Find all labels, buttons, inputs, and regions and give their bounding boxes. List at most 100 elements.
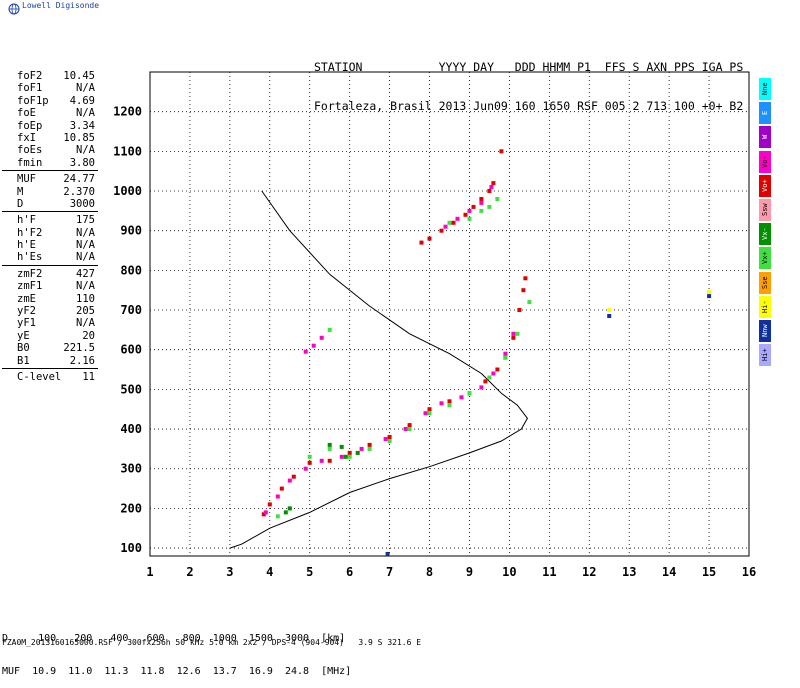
param-row: yE 20 — [0, 330, 100, 342]
echo-point — [387, 435, 392, 439]
y-tick-label: 900 — [120, 224, 142, 238]
legend-item: W — [759, 126, 771, 149]
echo-point — [491, 371, 496, 376]
echo-point — [707, 290, 712, 295]
echo-point — [515, 331, 520, 336]
x-tick-label: 3 — [226, 565, 233, 579]
echo-point — [327, 327, 332, 332]
param-label: foF1 — [17, 82, 43, 95]
echo-point — [275, 494, 280, 499]
y-tick-label: 400 — [120, 422, 142, 436]
param-value: 110 — [76, 292, 95, 305]
param-value: 221.5 — [63, 342, 95, 355]
echo-point — [383, 437, 388, 441]
echo-point — [467, 208, 472, 213]
x-tick-label: 8 — [426, 565, 433, 579]
param-row: foEp 3.34 — [0, 120, 100, 132]
param-separator — [2, 211, 98, 213]
param-label: yF1 — [17, 317, 36, 330]
param-row: foE N/A — [0, 107, 100, 119]
legend-item: Nnw — [759, 320, 771, 342]
echo-point — [407, 427, 412, 431]
parameter-panel: foF2 10.45 foF1 N/A foF1p 4.69 foE N/A foEp 3.34 f… — [0, 70, 100, 383]
echo-point — [263, 510, 268, 515]
legend-item: Vx- — [759, 223, 771, 246]
param-value: 3000 — [69, 197, 95, 210]
echo-point — [503, 351, 508, 356]
param-value: N/A — [76, 226, 95, 239]
echo-point — [471, 204, 476, 209]
x-tick-label: 9 — [466, 565, 473, 579]
echo-point — [517, 308, 522, 312]
echo-point — [307, 460, 312, 465]
x-tick-label: 6 — [346, 565, 353, 579]
echo-point — [443, 224, 448, 229]
echo-point — [467, 391, 472, 396]
param-separator — [2, 170, 98, 172]
muf-distance-row: D 100 200 400 600 800 1000 1500 3000 [km… — [2, 633, 346, 644]
param-value: 4.69 — [69, 94, 95, 107]
echo-point — [523, 276, 528, 281]
param-value: 11 — [82, 370, 95, 383]
echo-point — [439, 228, 444, 233]
param-label: fxI — [17, 131, 36, 144]
echo-point — [511, 331, 516, 336]
echo-point — [479, 197, 484, 201]
param-label: B1 — [17, 354, 30, 367]
logo-text: Lowell Digisonde — [22, 1, 100, 10]
echo-point — [347, 450, 352, 455]
param-label: D — [17, 197, 24, 210]
echo-point — [327, 442, 332, 447]
echo-point — [385, 552, 390, 556]
param-label: foEp — [17, 119, 43, 132]
echo-point — [327, 458, 332, 463]
echo-point — [463, 212, 468, 217]
station-header: STATION YYYY DAY DDD HHMM P1 FFS S AXN P… — [314, 35, 743, 126]
param-value: N/A — [76, 317, 95, 330]
echo-point — [359, 446, 364, 451]
param-value: N/A — [76, 82, 95, 95]
param-row: foF1p 4.69 — [0, 95, 100, 107]
globe-icon — [8, 3, 20, 15]
param-row: yF2 205 — [0, 305, 100, 317]
param-separator — [2, 367, 98, 369]
x-tick-label: 11 — [542, 565, 556, 579]
echo-point — [287, 506, 292, 511]
echo-point — [367, 446, 372, 451]
legend-item: Vo- — [759, 150, 771, 173]
y-tick-label: 800 — [120, 263, 142, 277]
echo-point — [479, 208, 484, 213]
param-label: foEs — [17, 144, 43, 157]
echo-point — [447, 399, 452, 404]
param-value: 3.34 — [69, 119, 95, 132]
param-label: C-level — [17, 370, 62, 383]
param-value: N/A — [76, 251, 95, 264]
param-separator — [2, 264, 98, 266]
echo-point — [327, 446, 332, 451]
echo-point — [303, 466, 308, 471]
x-tick-label: 10 — [502, 565, 516, 579]
param-row: fxI 10.85 — [0, 132, 100, 144]
profile-curve — [229, 190, 528, 549]
y-tick-label: 100 — [120, 541, 142, 555]
param-label: M — [17, 185, 24, 198]
param-label: yE — [17, 329, 30, 342]
echo-point — [319, 458, 324, 463]
param-value: 3.80 — [69, 156, 95, 169]
echo-point — [267, 502, 272, 507]
y-tick-label: 300 — [120, 462, 142, 476]
echo-point — [307, 454, 312, 459]
param-label: zmE — [17, 292, 36, 305]
legend-item: Ssw — [759, 199, 771, 221]
param-row: zmF2 427 — [0, 268, 100, 280]
echo-point — [311, 343, 316, 348]
echo-point — [403, 427, 408, 431]
param-row: h'F2 N/A — [0, 227, 100, 239]
echo-point — [439, 401, 444, 406]
param-row: zmE 110 — [0, 293, 100, 305]
param-label: fmin — [17, 156, 43, 169]
param-label: h'F — [17, 214, 36, 227]
echo-point — [419, 240, 424, 245]
header-values: Fortaleza, Brasil 2013 Jun09 160 1650 RS… — [314, 99, 744, 113]
echo-point — [479, 385, 484, 390]
